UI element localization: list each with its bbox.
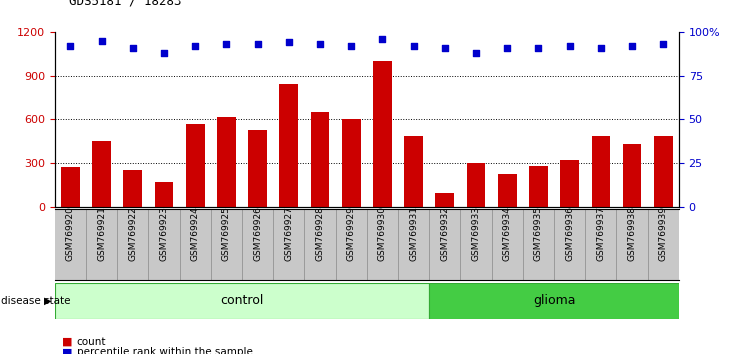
Point <box>158 50 170 56</box>
Bar <box>404 136 423 207</box>
Bar <box>55 283 429 319</box>
Point <box>96 38 107 44</box>
Point <box>533 45 545 51</box>
Point <box>314 41 326 47</box>
Bar <box>654 136 672 207</box>
Bar <box>429 283 679 319</box>
Bar <box>623 144 642 207</box>
Bar <box>123 170 142 207</box>
Bar <box>311 112 329 207</box>
Bar <box>342 120 361 207</box>
Bar <box>466 163 485 207</box>
Point <box>439 45 450 51</box>
Point <box>595 45 607 51</box>
Text: percentile rank within the sample: percentile rank within the sample <box>77 347 253 354</box>
Point <box>408 43 420 49</box>
Bar <box>498 173 517 207</box>
Text: GDS5181 / 18283: GDS5181 / 18283 <box>69 0 182 7</box>
Point <box>345 43 357 49</box>
Bar <box>217 116 236 207</box>
Bar <box>591 136 610 207</box>
Bar <box>92 141 111 207</box>
Text: control: control <box>220 295 264 307</box>
Point <box>220 41 232 47</box>
Bar <box>248 130 267 207</box>
Bar <box>529 166 548 207</box>
Point <box>564 43 575 49</box>
Point <box>127 45 139 51</box>
Bar <box>373 61 392 207</box>
Bar <box>436 193 454 207</box>
Bar <box>561 160 579 207</box>
Point <box>64 43 76 49</box>
Bar <box>186 124 204 207</box>
Point <box>658 41 669 47</box>
Point <box>470 50 482 56</box>
Point <box>626 43 638 49</box>
Point <box>189 43 201 49</box>
Point <box>252 41 264 47</box>
Text: ■: ■ <box>62 337 72 347</box>
Bar <box>61 167 80 207</box>
Text: ▶: ▶ <box>44 296 51 306</box>
Bar <box>280 85 298 207</box>
Point <box>283 40 295 45</box>
Point <box>377 36 388 42</box>
Text: glioma: glioma <box>533 295 575 307</box>
Text: disease state: disease state <box>1 296 70 306</box>
Text: count: count <box>77 337 106 347</box>
Text: ■: ■ <box>62 347 72 354</box>
Point <box>502 45 513 51</box>
Bar <box>155 182 173 207</box>
